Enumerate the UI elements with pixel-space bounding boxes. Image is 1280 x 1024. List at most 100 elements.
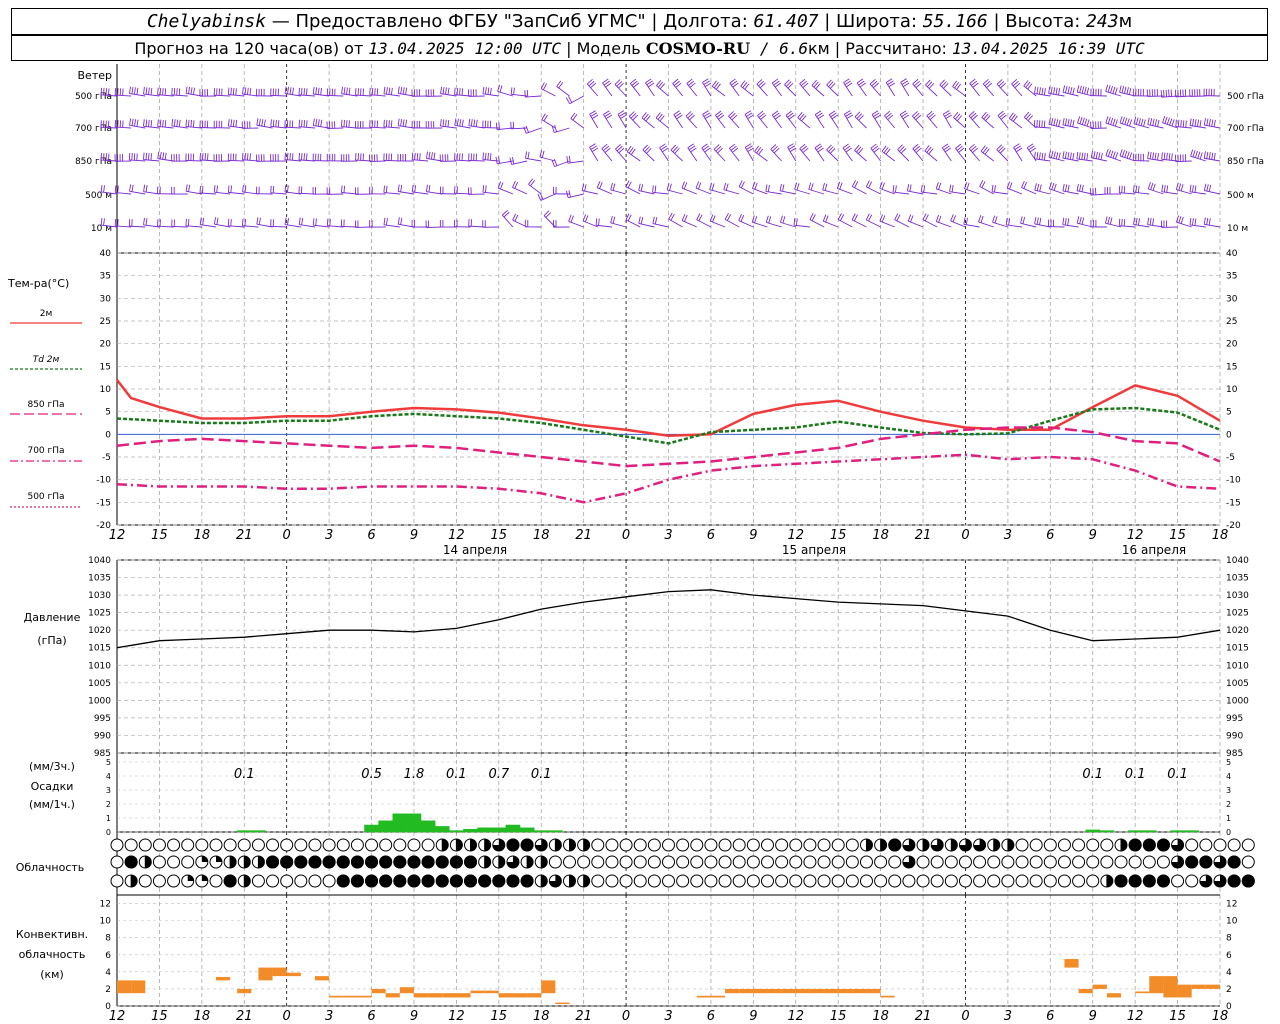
cloud-symbol <box>195 838 209 852</box>
wind-barb-feather <box>1105 116 1109 124</box>
wind-barb-feather <box>1083 152 1086 160</box>
wind-barb-feather <box>966 182 970 190</box>
wind-barb-feather <box>1124 117 1128 125</box>
wind-barb-feather <box>704 82 712 88</box>
wind-barb-feather <box>433 152 436 160</box>
cloud-symbol <box>1227 838 1241 852</box>
wind-barb-feather <box>584 215 589 222</box>
y-tick-label: 0 <box>1226 430 1232 440</box>
wind-barb-feather <box>400 119 403 127</box>
wind-barb-feather <box>632 114 639 121</box>
wind-barb-feather <box>164 120 167 128</box>
precip-bar <box>505 824 521 833</box>
wind-barb <box>710 220 726 228</box>
wind-barb <box>1147 224 1164 228</box>
wind-barb-feather <box>883 146 889 154</box>
wind-barb-feather <box>802 147 809 153</box>
wind-barb <box>482 191 499 195</box>
wind-barb-feather <box>992 215 996 223</box>
wind-barb-feather <box>227 119 230 127</box>
precip-bar <box>406 813 422 833</box>
wind-barb-feather <box>148 119 150 127</box>
cloud-symbol <box>393 838 407 852</box>
wind-barb-feather <box>1006 181 1011 189</box>
wind-barb-feather <box>1206 217 1209 225</box>
wind-barb-feather <box>1189 184 1192 192</box>
wind-barb-feather <box>1208 119 1211 127</box>
series-line-700-гПа <box>116 453 1221 504</box>
cloud-symbol <box>973 874 987 888</box>
wind-barb-feather <box>1133 116 1137 124</box>
wind-barb <box>996 149 1009 162</box>
wind-barb-feather <box>999 112 1006 118</box>
precip-bar <box>1170 830 1185 833</box>
wind-barb <box>629 83 641 97</box>
cloud-symbol <box>647 855 661 869</box>
wind-barb-feather <box>162 152 165 160</box>
cloud-fill <box>541 875 548 887</box>
y-tick-label: -20 <box>96 521 111 531</box>
wind-level-label: 10 м <box>91 224 112 234</box>
wind-barb <box>1048 123 1065 129</box>
wind-barb <box>512 186 528 195</box>
wind-barb-feather <box>543 83 548 90</box>
wind-barb-feather <box>630 113 637 119</box>
time-tick-label: 9 <box>410 1009 418 1024</box>
wind-barb-feather <box>673 80 680 86</box>
conv-cloud-bar <box>343 995 358 998</box>
wind-barb-feather <box>950 214 954 222</box>
wind-barb-feather <box>489 87 492 95</box>
wind-barb-feather <box>284 86 287 94</box>
wind-barb-feather <box>703 80 710 85</box>
wind-barb-feather <box>459 88 461 96</box>
wind-barb-feather <box>828 146 834 153</box>
wind-barb-feather <box>913 112 920 119</box>
cloud-symbol <box>167 874 181 888</box>
cloud-fill <box>365 874 379 888</box>
precip-bar <box>378 820 394 833</box>
wind-barb-feather <box>1133 217 1136 225</box>
cloud-symbol <box>732 838 746 852</box>
wind-barb-feather <box>1203 151 1206 159</box>
wind-barb <box>950 220 966 228</box>
cloud-symbol <box>888 874 902 888</box>
wind-barb-feather <box>590 82 597 89</box>
wind-barb <box>185 225 202 228</box>
wind-barb-feather <box>244 152 246 160</box>
y-tick-label: 2 <box>105 985 111 995</box>
wind-level-label-right: 500 гПа <box>1227 92 1264 102</box>
wind-barb-feather <box>383 217 386 225</box>
wind-barb <box>214 191 231 195</box>
wind-barb-feather <box>824 183 828 191</box>
wind-barb-feather <box>103 88 105 96</box>
wind-barb-feather <box>1203 217 1206 225</box>
conv-unit: (км) <box>40 968 64 981</box>
wind-barb-feather <box>1062 151 1065 159</box>
wind-barb-feather <box>371 88 374 96</box>
wind-barb-feather <box>782 184 785 192</box>
wind-barb-feather <box>881 182 885 190</box>
wind-barb <box>879 187 895 195</box>
cloud-symbol <box>803 838 817 852</box>
cloud-fill <box>421 855 435 869</box>
cloud-symbol <box>789 874 803 888</box>
wind-barb-feather <box>495 156 498 164</box>
wind-barb <box>771 114 782 129</box>
time-tick-label: 12 <box>787 1009 804 1024</box>
wind-barb-feather <box>1053 183 1057 191</box>
wind-barb-feather <box>1107 117 1111 124</box>
wind-barb-feather <box>345 120 348 128</box>
latitude-value: 55.166 <box>922 11 988 32</box>
wind-barb-feather <box>912 143 919 150</box>
wind-barb-feather <box>822 214 827 222</box>
wind-barb-feather <box>1027 83 1033 90</box>
wind-barb-feather <box>751 215 755 223</box>
wind-barb-feather <box>148 153 150 161</box>
wind-barb-feather <box>684 214 688 222</box>
wind-barb-feather <box>1180 120 1182 128</box>
wind-barb-feather <box>674 148 680 154</box>
wind-barb-feather <box>1055 152 1059 160</box>
cloud-symbol <box>266 874 280 888</box>
time-tick-label: 21 <box>236 1009 253 1024</box>
wind-barb-feather <box>1199 152 1203 160</box>
